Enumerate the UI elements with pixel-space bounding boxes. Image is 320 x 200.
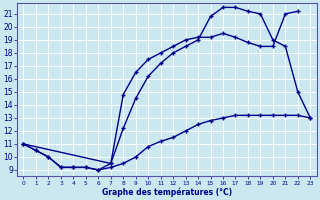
X-axis label: Graphe des températures (°C): Graphe des températures (°C)	[102, 187, 232, 197]
